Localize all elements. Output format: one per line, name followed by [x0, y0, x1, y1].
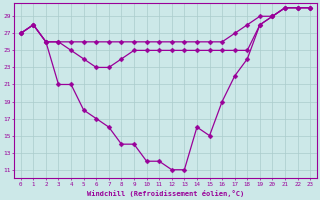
X-axis label: Windchill (Refroidissement éolien,°C): Windchill (Refroidissement éolien,°C)	[87, 190, 244, 197]
